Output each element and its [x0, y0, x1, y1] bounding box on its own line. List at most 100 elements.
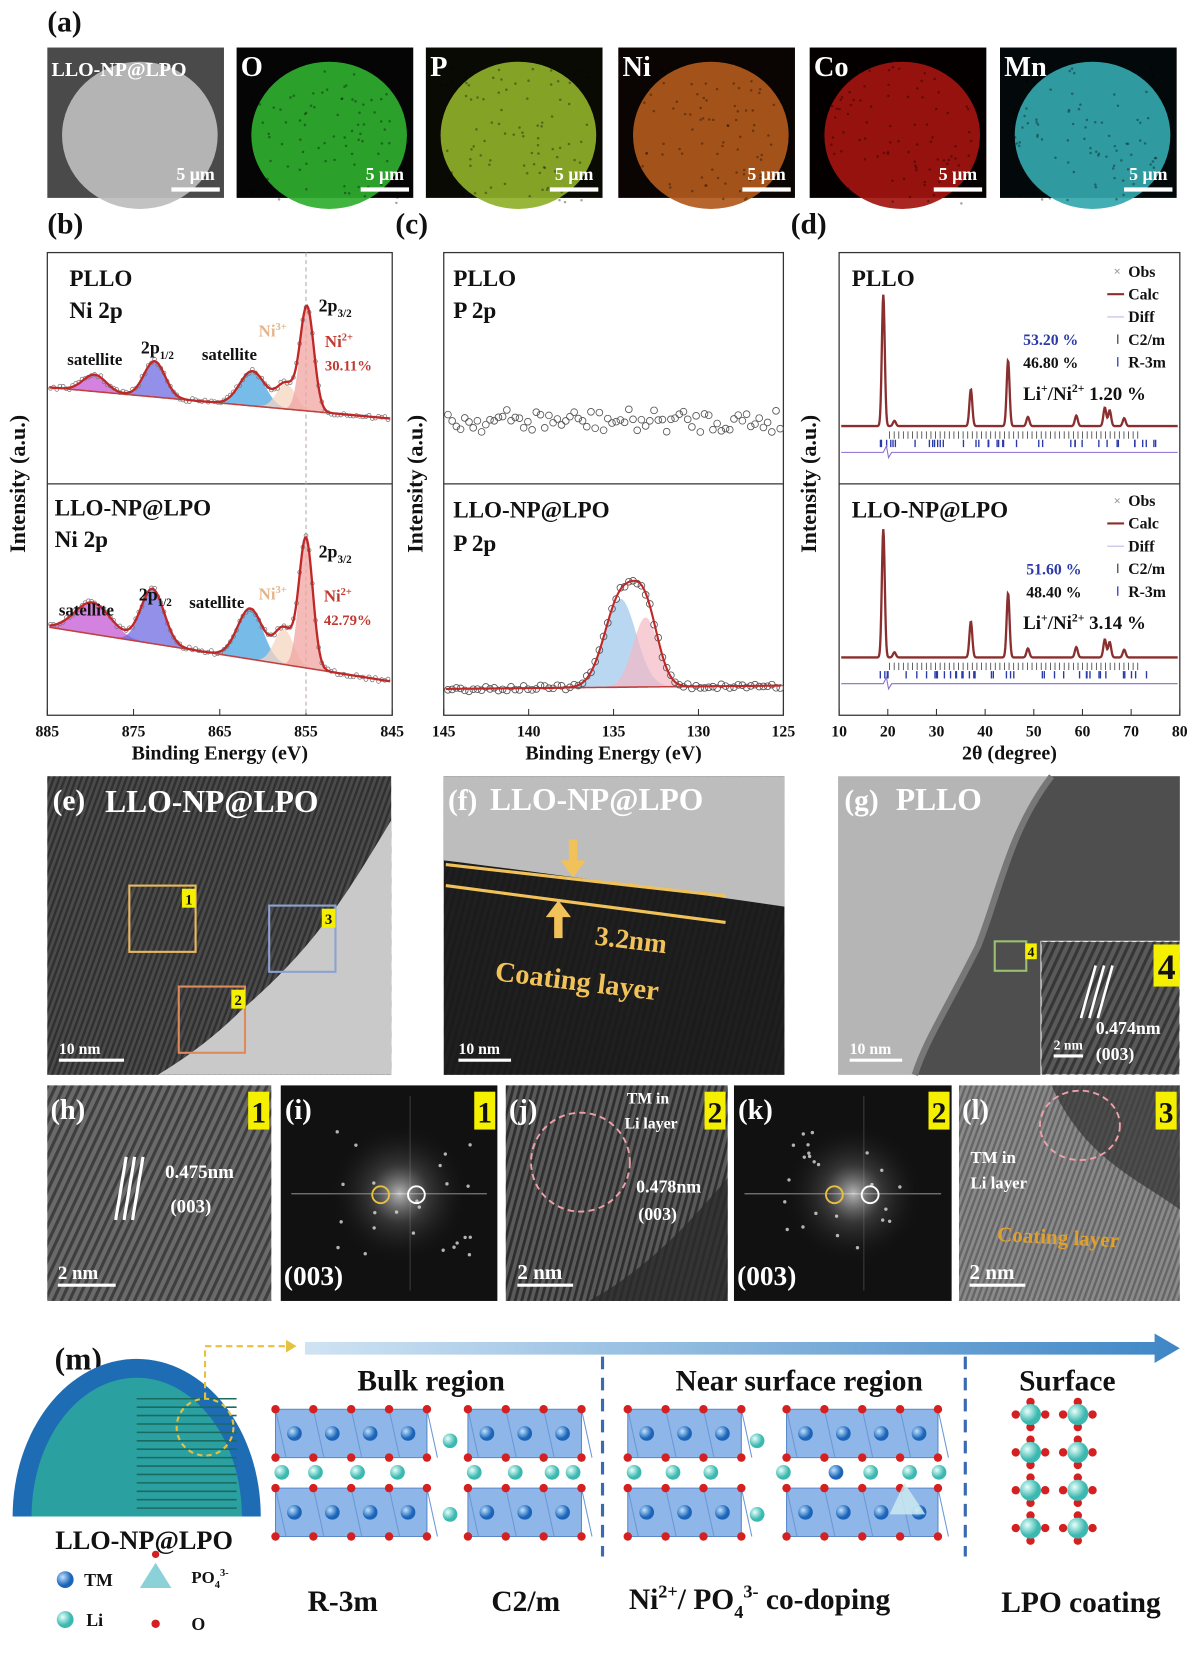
legend-o — [151, 1619, 160, 1628]
dark-region — [588, 1177, 728, 1301]
map-speckle — [1094, 185, 1098, 189]
fit-component — [49, 374, 391, 419]
diffraction-spot — [372, 1226, 376, 1230]
map-speckle — [641, 76, 645, 80]
map-speckle — [736, 110, 740, 113]
map-speckle — [945, 68, 949, 72]
map-speckle — [479, 154, 483, 157]
map-speckle — [482, 97, 485, 101]
map-speckle — [925, 123, 929, 126]
peak-label: Ni2+ — [324, 587, 352, 606]
data-point — [734, 411, 742, 419]
map-speckle — [921, 96, 924, 99]
zoom-arrowhead — [286, 1339, 297, 1353]
map-speckle — [891, 179, 894, 183]
oxygen — [384, 1483, 394, 1493]
panel-label: (f) — [448, 785, 477, 817]
map-speckle — [1097, 154, 1100, 157]
map-speckle — [1026, 122, 1030, 125]
diffraction-spot — [887, 1219, 892, 1223]
label: LLO-NP@LPO — [105, 784, 318, 819]
map-speckle — [770, 184, 773, 188]
difference — [841, 675, 1178, 691]
mixing-label-part: 2+ — [1072, 382, 1085, 395]
octahedron-edge — [350, 1409, 363, 1458]
map-speckle — [298, 119, 302, 122]
data-point — [490, 417, 499, 425]
map-speckle — [830, 104, 834, 108]
map-speckle — [253, 188, 256, 192]
diffraction-spot — [466, 1184, 470, 1188]
oxygen — [501, 1405, 510, 1414]
oxygen — [347, 1453, 356, 1462]
map-speckle — [1071, 122, 1075, 126]
data-point — [608, 419, 616, 427]
map-speckle — [1035, 121, 1038, 124]
peak-label-part: 1/2 — [158, 597, 173, 609]
map-speckle — [356, 123, 360, 127]
oxygen — [623, 1405, 632, 1414]
data-point — [776, 424, 785, 433]
data-point — [599, 426, 608, 435]
map-speckle — [550, 115, 554, 118]
map-speckle — [572, 72, 576, 76]
map-speckle — [942, 159, 946, 162]
tm-ion — [517, 1426, 533, 1441]
data-point — [725, 684, 734, 692]
map-speckle — [963, 75, 967, 79]
label: 51.60 % — [1026, 561, 1081, 578]
map-speckle — [385, 176, 389, 179]
map-speckle — [913, 160, 917, 163]
map-speckle — [503, 132, 507, 135]
map-speckle — [769, 143, 773, 146]
map-speckle — [650, 195, 653, 198]
map-speckle — [388, 119, 391, 123]
diffraction-spot — [394, 1210, 399, 1214]
peak-label: 2p3/2 — [319, 542, 352, 566]
map-speckle — [1154, 156, 1158, 160]
tm-ion — [639, 1426, 655, 1441]
data-point — [742, 410, 751, 418]
label: satellite — [202, 345, 258, 364]
map-speckle — [324, 159, 327, 163]
map-speckle — [1077, 107, 1081, 111]
map-speckle — [250, 191, 253, 195]
li-ion — [863, 1464, 879, 1480]
data-point — [473, 416, 482, 425]
peak-label-part: Ni — [259, 585, 276, 604]
data-point — [503, 406, 511, 414]
map-speckle — [1129, 153, 1133, 157]
map-speckle — [846, 112, 850, 116]
peak-label-part: 2+ — [342, 332, 353, 343]
map-speckle — [1028, 68, 1031, 72]
map-speckle — [467, 83, 471, 87]
octahedron-edge — [543, 1409, 555, 1458]
map-speckle — [923, 183, 926, 187]
li-ion — [390, 1464, 405, 1480]
legend-label-part: 3- — [220, 1568, 229, 1579]
peak-label: 2p1/2 — [141, 338, 174, 362]
map-speckle — [556, 79, 560, 83]
map-speckle — [887, 83, 890, 87]
difference — [841, 444, 1178, 460]
peak-label-part: 3+ — [275, 322, 286, 333]
data-point — [482, 420, 490, 429]
map-speckle — [336, 113, 339, 117]
map-speckle — [343, 191, 347, 195]
map-speckle — [578, 161, 582, 164]
data-point — [650, 406, 658, 415]
number-tag-text: 4 — [1158, 947, 1176, 987]
map-speckle — [923, 180, 927, 184]
legend-label: Diff — [1128, 538, 1155, 555]
oxygen — [623, 1532, 632, 1541]
map-speckle — [649, 93, 653, 96]
central-spot — [779, 1120, 927, 1268]
map-speckle — [954, 157, 957, 160]
map-speckle — [1066, 139, 1070, 142]
map-speckle — [704, 184, 707, 187]
diffraction-spot — [806, 1143, 810, 1147]
map-speckle — [526, 97, 529, 100]
data-point — [675, 410, 684, 418]
map-speckle — [711, 118, 715, 122]
label: 30.11% — [325, 358, 372, 374]
